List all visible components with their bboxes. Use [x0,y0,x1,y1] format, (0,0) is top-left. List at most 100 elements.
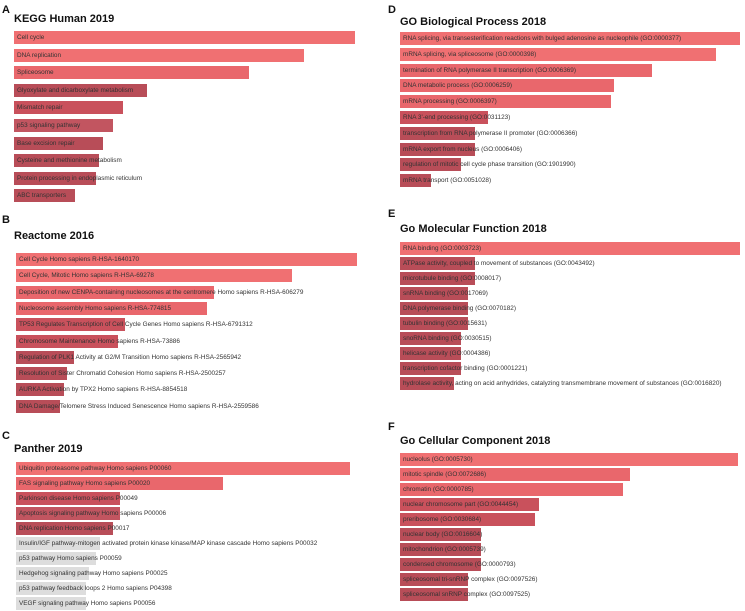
bar-row: ATPase activity, coupled to movement of … [400,257,740,271]
bar-label: spliceosomal tri-snRNP complex (GO:00975… [403,576,538,583]
bar [14,189,76,203]
bar-label: Resolution of Sister Chromatid Cohesion … [19,370,226,378]
bar-label: transcription from RNA polymerase II pro… [403,129,578,137]
bar [400,302,468,315]
bar-row: nucleolus (GO:0005730) [400,453,738,467]
bar [16,567,90,580]
bar [400,111,489,124]
bar-label: Spliceosome [17,69,54,77]
bar-label: Protein processing in endoplasmic reticu… [17,174,143,182]
bar [14,48,304,62]
bar-label: DNA replication Homo sapiens P00017 [19,525,130,532]
bar [400,63,652,77]
bar [400,272,475,285]
bar-label: termination of RNA polymerase II transcr… [403,66,576,74]
bar-label: spliceosomal snRNP complex (GO:0097525) [403,591,531,598]
bar [16,383,64,397]
bar-label: mRNA transport (GO:0051028) [403,177,492,185]
bar-label: helicase activity (GO:0004386) [403,350,491,357]
bar-row: chromatin (GO:0000785) [400,483,738,497]
bar-row: mRNA splicing, via spliceosome (GO:00003… [400,47,740,62]
bar-row: nuclear chromosome part (GO:0044454) [400,498,738,512]
bar [400,453,738,466]
bar-label: Regulation of PLK1 Activity at G2/M Tran… [19,353,242,361]
bar-label: AURKA Activation by TPX2 Homo sapiens R-… [19,386,188,394]
bar-row: DNA metabolic process (GO:0006259) [400,79,740,93]
bar [400,347,462,360]
bar-label: Cell Cycle, Mitotic Homo sapiens R-HSA-6… [19,272,154,280]
bar-label: tubulin binding (GO:0015631) [403,320,487,327]
bar-row: DNA replication [14,48,355,63]
bar-label: snoRNA binding (GO:0030515) [403,335,492,342]
bar-row: termination of RNA polymerase II transcr… [400,63,740,78]
bar [16,318,126,332]
panel-letter: F [388,421,395,433]
bar [16,285,214,299]
bar [16,507,120,520]
bar-label: mRNA export from nucleus (GO:0006406) [403,145,522,153]
bar-row: Regulation of PLK1 Activity at G2/M Tran… [16,350,357,365]
bar-label: DNA Damage/Telomere Stress Induced Senes… [19,402,259,410]
bar [400,513,536,526]
bar-label: Hedgehog signaling pathway Homo sapiens … [19,570,168,577]
bar [16,492,120,505]
bar [400,332,462,345]
bar-row: Resolution of Sister Chromatid Cohesion … [16,367,357,381]
bar [400,377,455,390]
bar [400,317,468,330]
bar [400,287,468,300]
bar-row: Cell cycle [14,31,355,45]
bar-label: FAS signaling pathway Homo sapiens P0002… [19,480,151,487]
bar [400,95,611,109]
bar-row: condensed chromosome (GO:0000793) [400,558,738,572]
bar [14,154,100,168]
bar-label: p53 pathway Homo sapiens P00059 [19,555,122,562]
bar [16,301,207,315]
bar-row: Spliceosome [14,66,355,80]
bar-label: p53 signaling pathway [17,122,81,129]
chart-title: Reactome 2016 [14,230,95,242]
panel-letter: A [2,4,10,16]
bar [400,158,462,172]
bar [400,242,740,255]
bar [400,257,475,270]
bar [16,350,74,364]
bar [16,522,113,535]
bar-label: mitotic spindle (GO:0072686) [403,471,487,478]
bar-row: Parkinson disease Homo sapiens P00049 [16,492,350,506]
bar [400,126,475,140]
bar [16,253,357,266]
bar-label: regulation of mitotic cell cycle phase t… [403,161,576,169]
bar-label: chromatin (GO:0000785) [403,486,474,493]
bar [16,269,293,283]
bar-row: VEGF signaling pathway Homo sapiens P000… [16,597,350,611]
bar-label: nuclear chromosome part (GO:0044454) [403,501,519,508]
bar [400,47,717,61]
bar-row: DNA Damage/Telomere Stress Induced Senes… [16,399,357,414]
bar-label: VEGF signaling pathway Homo sapiens P000… [19,600,156,607]
bar [400,174,431,188]
bar [400,558,482,571]
bar-row: Cysteine and methionine metabolism [14,154,355,168]
bar [400,142,475,156]
bar-row: Glyoxylate and dicarboxylate metabolism [14,83,355,98]
bar [16,334,119,348]
bar-label: p53 pathway feedback loops 2 Homo sapien… [19,585,172,592]
bar-row: TP53 Regulates Transcription of Cell Cyc… [16,318,357,332]
bar-row: mRNA export from nucleus (GO:0006406) [400,142,740,157]
bar-row: nuclear body (GO:0016604) [400,528,738,542]
bar-row: snoRNA binding (GO:0030515) [400,332,740,346]
bar-label: Cell cycle [17,34,45,41]
bar-label: microtubule binding (GO:0008017) [403,275,502,282]
panel-letter: C [2,430,10,442]
bar [400,588,468,601]
bar-row: Base excision repair [14,136,355,151]
bar-row: RNA splicing, via transesterification re… [400,32,740,46]
bar-row: Ubiquitin proteasome pathway Homo sapien… [16,462,350,476]
bar [14,171,96,185]
bar-row: microtubule binding (GO:0008017) [400,272,740,286]
chart-title: Go Cellular Component 2018 [400,435,551,447]
bar [16,582,87,595]
bar-row: RNA binding (GO:0003723) [400,242,740,256]
panel-letter: E [388,208,396,220]
